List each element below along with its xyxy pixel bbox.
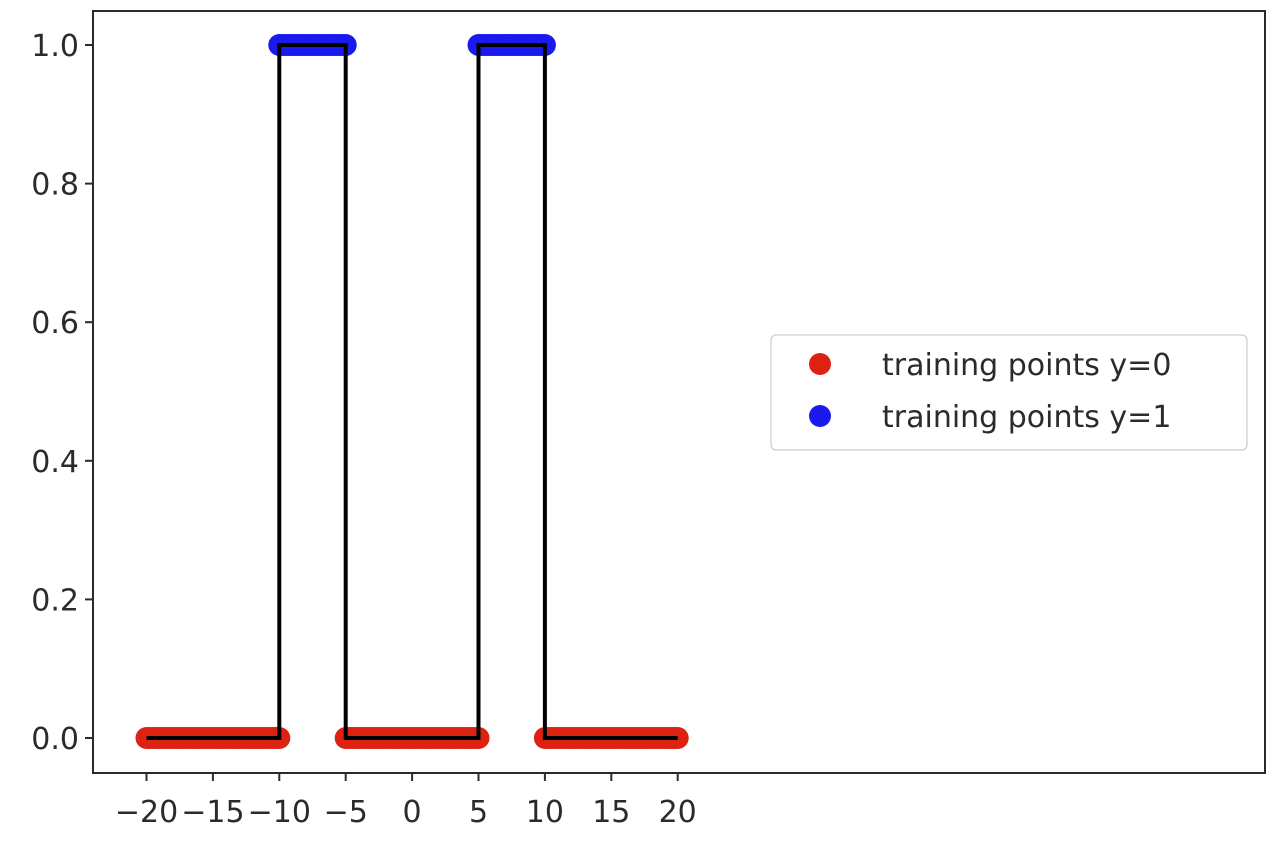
legend-box: [770, 334, 1248, 451]
y-tick-label: 0.0: [31, 722, 79, 757]
y-tick-label: 0.6: [31, 306, 79, 341]
legend-label-y1: training points y=1: [882, 400, 1171, 435]
x-tick-label: 15: [592, 795, 630, 830]
x-tick-label: −20: [115, 795, 178, 830]
legend-marker-y0: [809, 353, 831, 375]
y-tick-label: 0.4: [31, 445, 79, 480]
legend: training points y=0 training points y=1: [770, 334, 1248, 451]
data-layer: [135, 34, 689, 749]
legend-marker-y1: [809, 405, 831, 427]
x-tick-label: 20: [659, 795, 697, 830]
y-axis: 0.0 0.2 0.4 0.6 0.8 1.0: [31, 29, 93, 757]
step-line: [146, 43, 678, 740]
x-tick-label: −15: [181, 795, 244, 830]
y-tick-label: 0.8: [31, 168, 79, 203]
y-tick-label: 0.2: [31, 583, 79, 618]
x-tick-label: 10: [526, 795, 564, 830]
x-axis: −20 −15 −10 −5 0 5 10 15 20: [115, 773, 697, 830]
x-tick-label: 5: [469, 795, 488, 830]
x-tick-label: −5: [324, 795, 368, 830]
x-tick-label: −10: [248, 795, 311, 830]
x-tick-label: 0: [403, 795, 422, 830]
legend-label-y0: training points y=0: [882, 348, 1171, 383]
y-tick-label: 1.0: [31, 29, 79, 64]
